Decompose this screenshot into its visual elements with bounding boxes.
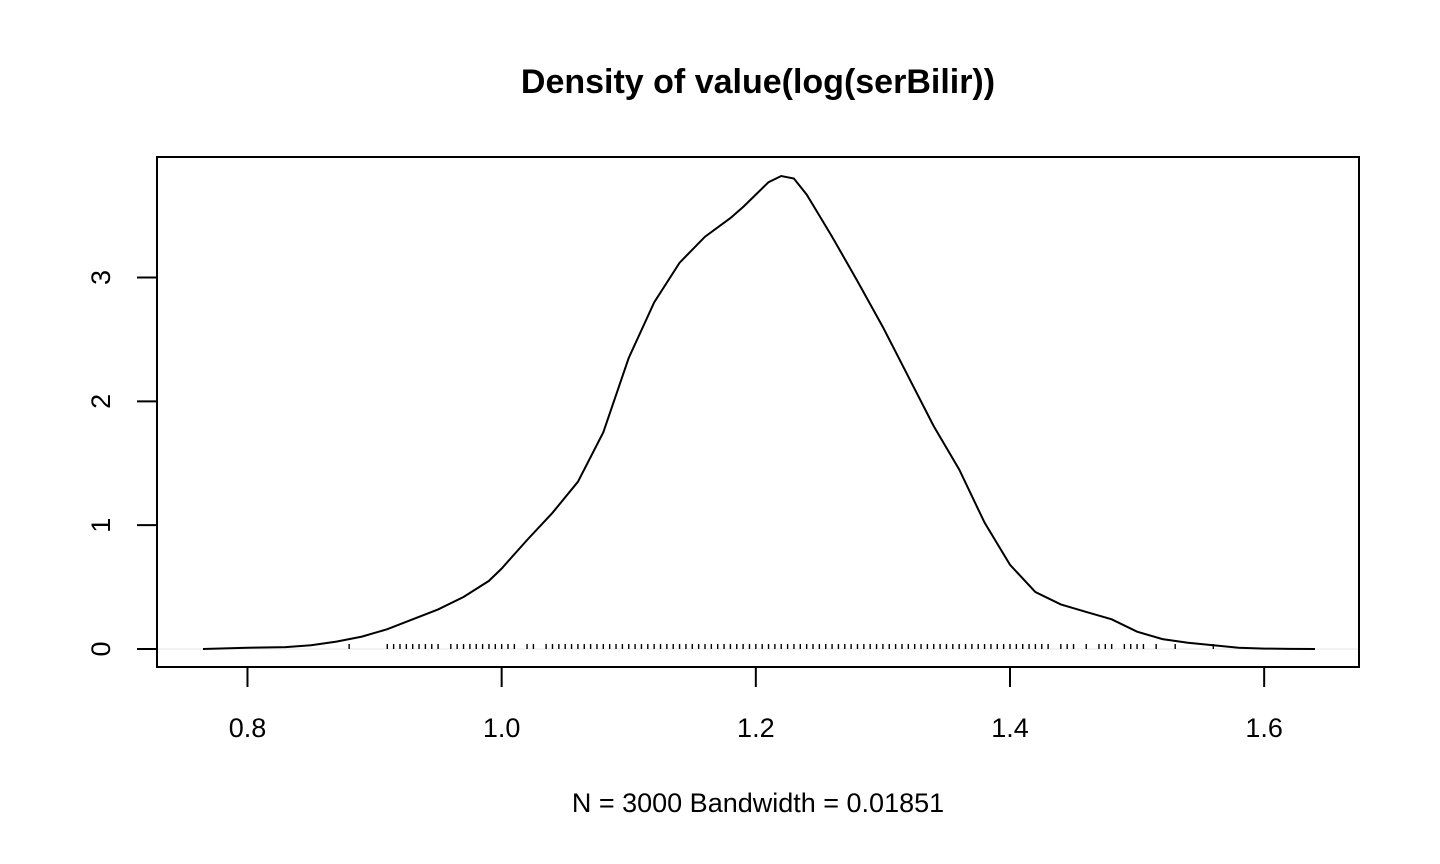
y-axis: 0 1 2 3 [86,270,158,657]
y-tick-label: 1 [86,518,116,533]
x-tick-label: 1.4 [991,713,1029,743]
plot-frame [156,156,1360,668]
x-tick-label: 0.8 [229,713,267,743]
y-tick-label: 2 [86,394,116,409]
x-tick-label: 1.2 [737,713,775,743]
y-tick-label: 3 [86,270,116,285]
y-tick-label: 0 [86,641,116,656]
x-tick-label: 1.6 [1245,713,1283,743]
density-curve [202,174,1316,650]
x-tick-label: 1.0 [483,713,521,743]
chart-title: Density of value(log(serBilir)) [521,63,995,101]
x-axis-label: N = 3000 Bandwidth = 0.01851 [572,788,944,818]
rug-marks [348,644,1215,649]
x-axis: 0.8 1.0 1.2 1.4 1.6 [229,666,1283,743]
